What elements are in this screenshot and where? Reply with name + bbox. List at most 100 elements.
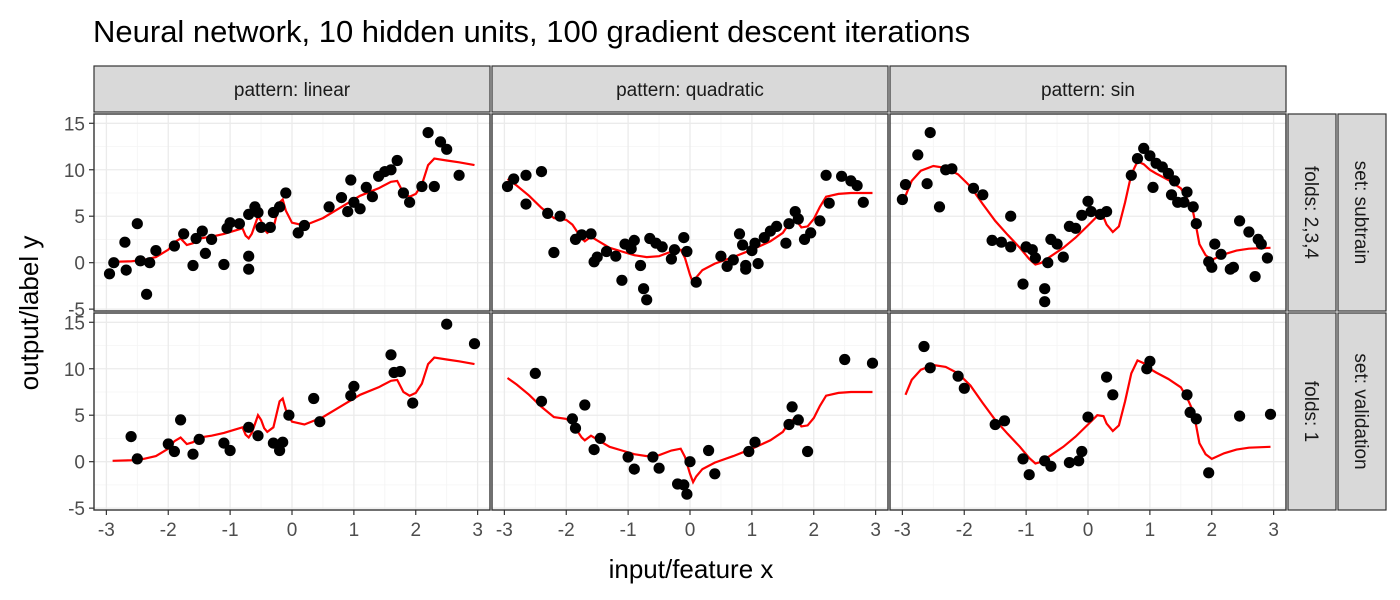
data-point <box>1215 248 1227 260</box>
data-point <box>267 437 279 449</box>
data-point <box>453 169 465 181</box>
y-tick-label: 5 <box>74 406 85 427</box>
data-point <box>252 430 264 442</box>
data-point <box>1085 206 1097 218</box>
data-point <box>933 201 946 213</box>
x-tick-label: 2 <box>808 520 819 541</box>
panel-linear-validation <box>93 312 491 511</box>
data-point <box>1057 251 1069 263</box>
data-point <box>144 257 156 269</box>
row-strip-set-validation <box>1337 312 1387 511</box>
data-point <box>1181 186 1193 198</box>
fit-curve-line <box>112 356 475 462</box>
data-point <box>665 253 678 265</box>
data-point <box>995 236 1008 248</box>
data-point <box>348 380 360 392</box>
data-point <box>678 232 690 244</box>
data-point <box>360 181 372 193</box>
data-point <box>224 444 236 457</box>
data-point <box>131 218 143 230</box>
data-point <box>1045 460 1057 472</box>
facet-strip-linear <box>93 65 491 113</box>
data-point <box>681 245 693 258</box>
facet-strip-quadratic <box>491 65 889 113</box>
data-point <box>187 448 199 460</box>
data-point <box>397 187 409 199</box>
data-point <box>542 207 554 219</box>
data-point <box>141 288 153 300</box>
data-point <box>1039 283 1051 295</box>
data-point <box>912 149 924 161</box>
data-point <box>977 189 989 201</box>
data-point <box>1227 261 1239 273</box>
data-point <box>1206 261 1218 273</box>
panel-sin-subtrain <box>889 113 1287 312</box>
data-point <box>820 169 832 181</box>
row-strip-set-label: set: validation <box>1350 353 1371 469</box>
data-point <box>566 413 579 425</box>
data-point <box>1082 195 1094 207</box>
data-point <box>918 340 930 353</box>
data-point <box>120 264 132 276</box>
x-tick-label: 3 <box>1268 520 1279 541</box>
data-point <box>548 246 560 259</box>
data-point <box>946 163 958 175</box>
data-point <box>709 468 721 480</box>
data-point <box>1063 457 1075 469</box>
data-point <box>1181 389 1193 401</box>
data-point <box>1076 209 1088 221</box>
data-point <box>535 395 548 407</box>
x-tick-label: 1 <box>349 520 360 541</box>
x-axis-title: input/feature x <box>609 554 774 584</box>
data-point <box>1190 218 1202 230</box>
panel-border <box>491 113 889 312</box>
data-point <box>1082 411 1094 423</box>
data-point <box>1138 142 1150 154</box>
data-point <box>1131 153 1144 165</box>
x-tick-label: 0 <box>287 520 298 541</box>
data-point <box>131 453 143 465</box>
data-point <box>780 237 792 249</box>
data-point <box>802 445 814 458</box>
data-point <box>162 438 174 450</box>
chart-title: Neural network, 10 hidden units, 100 gra… <box>93 14 970 49</box>
x-tick-label: -1 <box>620 520 637 541</box>
data-point <box>243 208 255 220</box>
data-point <box>345 390 357 402</box>
data-point <box>600 245 613 258</box>
y-tick-label: -5 <box>68 499 85 520</box>
data-point <box>576 229 588 241</box>
data-point <box>1165 189 1178 201</box>
panels-layer: pattern: linear pattern: quadratic pattern… <box>64 65 1387 541</box>
data-point <box>1144 355 1156 367</box>
data-point <box>958 382 970 394</box>
data-point <box>308 392 320 405</box>
x-tick-label: -2 <box>956 520 973 541</box>
data-point <box>1029 252 1041 264</box>
data-point <box>1076 445 1088 458</box>
data-point <box>1101 206 1113 218</box>
data-point <box>108 257 120 269</box>
data-point <box>190 232 202 245</box>
data-point <box>839 353 851 366</box>
data-point <box>823 197 835 209</box>
data-point <box>681 488 693 500</box>
y-tick-label: 15 <box>64 313 85 334</box>
data-point <box>345 174 357 186</box>
data-point <box>193 433 205 445</box>
data-point <box>1051 238 1063 250</box>
data-point <box>125 431 137 443</box>
data-point <box>274 201 286 213</box>
data-point <box>641 294 653 306</box>
data-point <box>119 236 131 248</box>
data-point <box>622 451 634 463</box>
data-point <box>280 187 292 199</box>
data-point <box>252 206 264 219</box>
data-point <box>668 244 681 256</box>
data-point <box>178 228 190 240</box>
data-point <box>727 254 739 266</box>
data-point <box>715 250 727 262</box>
data-point <box>1169 175 1181 187</box>
data-point <box>616 274 628 286</box>
data-point <box>610 250 622 262</box>
